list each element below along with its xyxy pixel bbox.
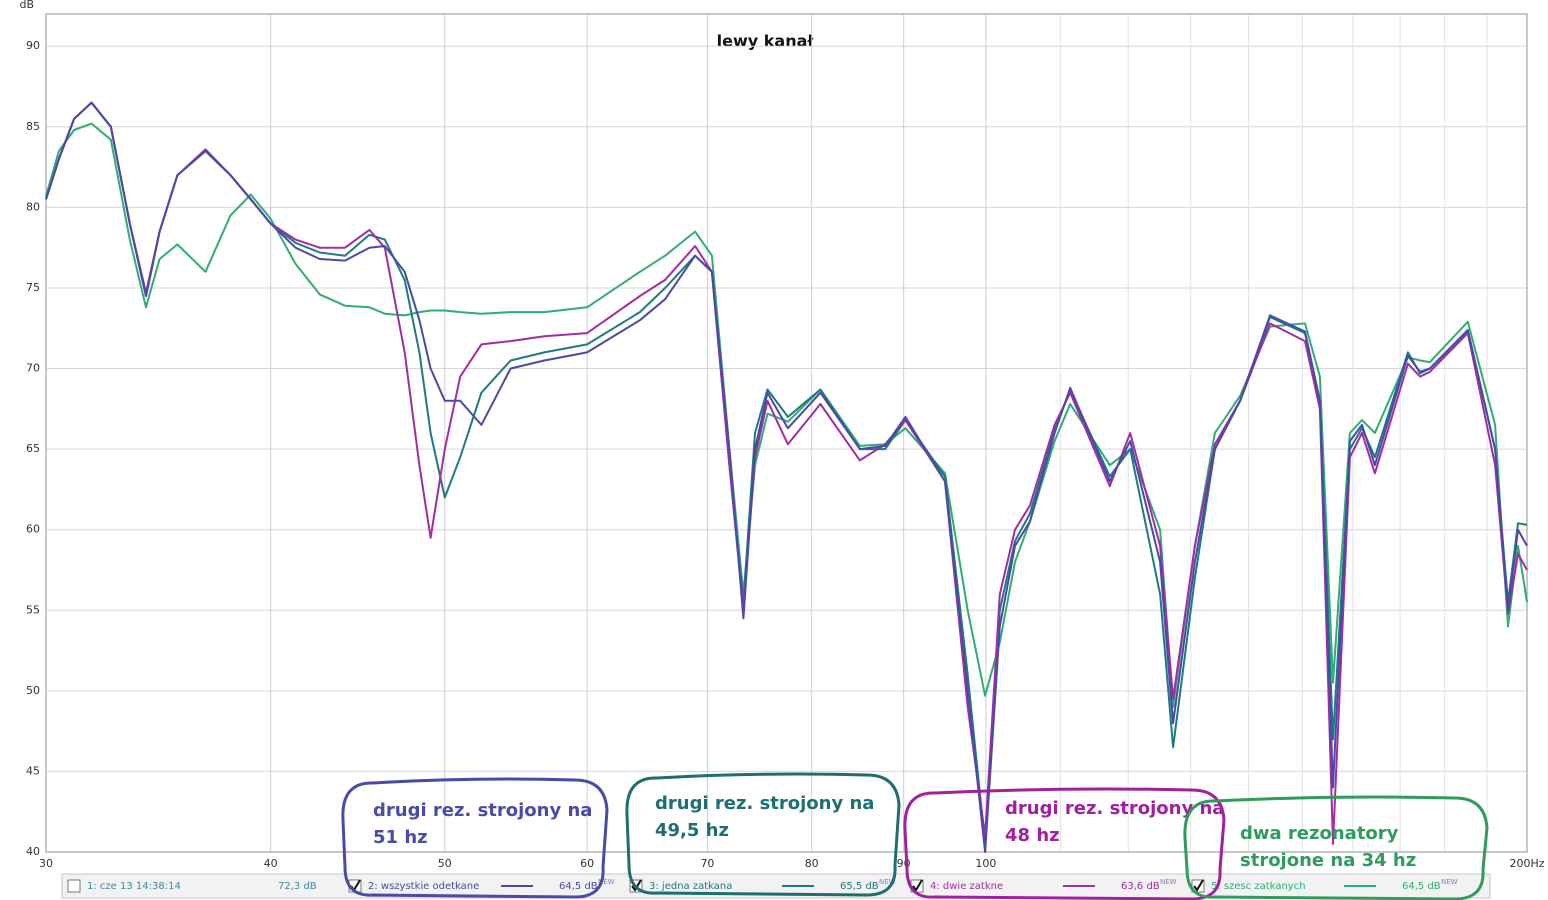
- x-tick-label: 200Hz: [1509, 857, 1544, 870]
- y-tick-label: 90: [26, 39, 40, 52]
- legend-tag: NEW: [1160, 878, 1177, 886]
- legend-label: 1: cze 13 14:38:14: [87, 881, 181, 892]
- legend-check: [1193, 879, 1204, 892]
- y-tick-label: 75: [26, 281, 40, 294]
- annotation-text: 49,5 hz: [655, 820, 729, 841]
- legend-tag: NEW: [879, 878, 896, 886]
- legend-label: 3: jedna zatkana: [649, 881, 732, 892]
- x-tick-label: 40: [264, 857, 278, 870]
- y-tick-label: 50: [26, 684, 40, 697]
- annotation-text: drugi rez. strojony na: [373, 800, 592, 821]
- annotation-text: 48 hz: [1005, 825, 1060, 846]
- legend-level: 65,5 dB: [840, 881, 879, 892]
- x-tick-label: 30: [39, 857, 53, 870]
- annotation-text: drugi rez. strojony na: [655, 793, 874, 814]
- annotation-box: [625, 772, 901, 897]
- legend-checkbox: [67, 879, 81, 893]
- y-axis-label: dB: [19, 0, 34, 11]
- annotation-text: 51 hz: [373, 827, 428, 848]
- series-line: [45, 122, 1528, 708]
- legend-label: 2: wszystkie odetkane: [368, 881, 479, 892]
- y-tick-label: 65: [26, 442, 40, 455]
- legend-level: 64,5 dB: [1402, 881, 1441, 892]
- x-tick-label: 70: [700, 857, 714, 870]
- annotation-box: [1183, 795, 1489, 900]
- x-tick-label: 100: [975, 857, 996, 870]
- annotation-box: [903, 787, 1226, 900]
- annotation-text: dwa rezonatory: [1240, 823, 1399, 844]
- annotation-text: drugi rez. strojony na: [1005, 798, 1224, 819]
- annotation-text: strojone na 34 hz: [1240, 850, 1416, 871]
- x-tick-label: 80: [805, 857, 819, 870]
- y-tick-label: 85: [26, 120, 40, 133]
- legend-check: [912, 879, 923, 892]
- y-tick-label: 45: [26, 764, 40, 777]
- legend-label: 5: szesc zatkanych: [1211, 881, 1306, 892]
- legend-level: 63,6 dB: [1121, 881, 1160, 892]
- annotation-box: [341, 777, 609, 899]
- y-tick-label: 80: [26, 200, 40, 213]
- x-tick-label: 60: [580, 857, 594, 870]
- y-tick-label: 70: [26, 362, 40, 375]
- x-tick-label: 50: [438, 857, 452, 870]
- y-tick-label: 60: [26, 523, 40, 536]
- legend-tag: NEW: [598, 878, 615, 886]
- legend-level: 72,3 dB: [278, 881, 317, 892]
- series-line: [45, 101, 1528, 853]
- chart-title: lewy kanał: [717, 32, 815, 51]
- legend-level: 64,5 dB: [559, 881, 598, 892]
- y-tick-label: 55: [26, 603, 40, 616]
- y-tick-label: 40: [26, 845, 40, 858]
- legend-tag: NEW: [1441, 878, 1458, 886]
- x-tick-label: 90: [897, 857, 911, 870]
- legend-check: [631, 879, 642, 892]
- plot-border: [45, 13, 1528, 853]
- legend-label: 4: dwie zatkne: [930, 881, 1003, 892]
